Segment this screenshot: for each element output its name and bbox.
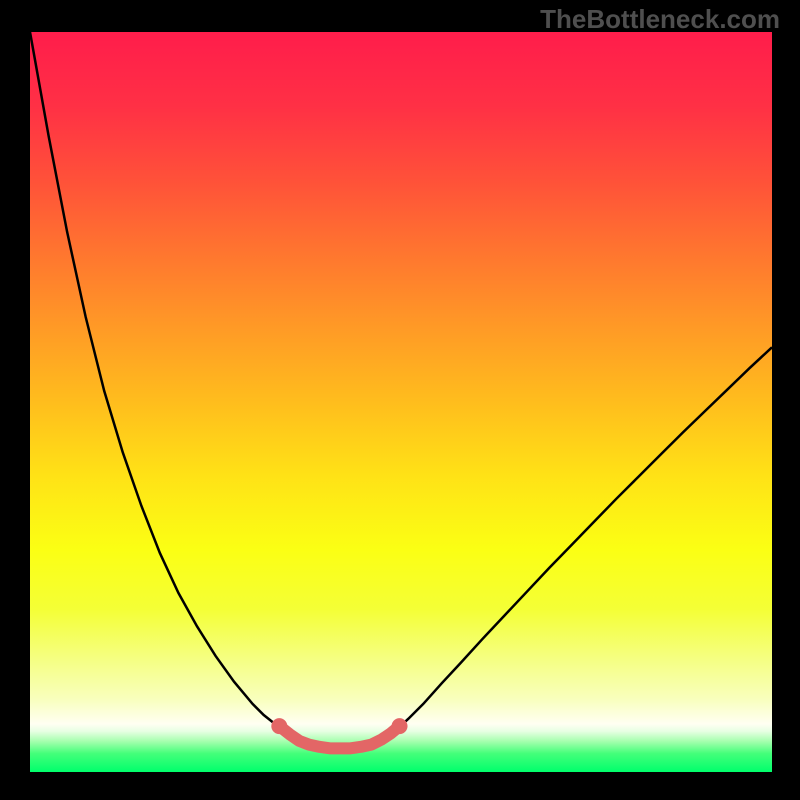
watermark-text: TheBottleneck.com — [540, 4, 780, 35]
plot-gradient-background — [30, 32, 772, 772]
plot-area — [30, 32, 772, 772]
chart-frame: TheBottleneck.com — [0, 0, 800, 800]
